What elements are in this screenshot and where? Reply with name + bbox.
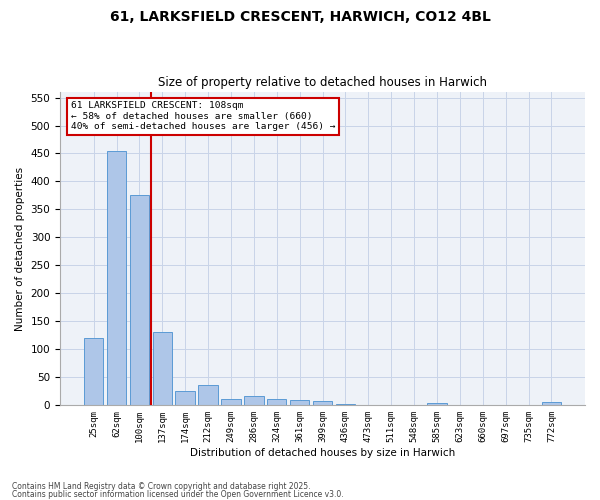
Bar: [107, 150, 126, 405]
Title: Size of property relative to detached houses in Harwich: Size of property relative to detached ho…: [158, 76, 487, 90]
Bar: [221, 399, 241, 405]
Bar: [542, 402, 561, 405]
Bar: [175, 391, 195, 405]
Text: 61 LARKSFIELD CRESCENT: 108sqm
← 58% of detached houses are smaller (660)
40% of: 61 LARKSFIELD CRESCENT: 108sqm ← 58% of …: [71, 102, 335, 131]
Bar: [335, 404, 355, 405]
Text: Contains public sector information licensed under the Open Government Licence v3: Contains public sector information licen…: [12, 490, 344, 499]
Bar: [313, 402, 332, 405]
Bar: [267, 399, 286, 405]
Y-axis label: Number of detached properties: Number of detached properties: [15, 166, 25, 330]
Bar: [152, 332, 172, 405]
Bar: [290, 400, 310, 405]
Text: 61, LARKSFIELD CRESCENT, HARWICH, CO12 4BL: 61, LARKSFIELD CRESCENT, HARWICH, CO12 4…: [110, 10, 490, 24]
Text: Contains HM Land Registry data © Crown copyright and database right 2025.: Contains HM Land Registry data © Crown c…: [12, 482, 311, 491]
Bar: [130, 196, 149, 405]
Bar: [427, 403, 446, 405]
Bar: [199, 386, 218, 405]
X-axis label: Distribution of detached houses by size in Harwich: Distribution of detached houses by size …: [190, 448, 455, 458]
Bar: [244, 396, 263, 405]
Bar: [84, 338, 103, 405]
